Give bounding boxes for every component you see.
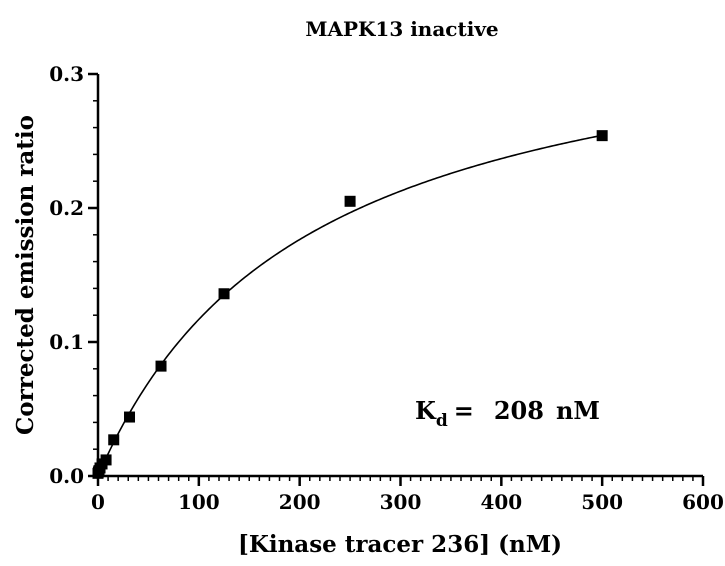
y-tick-label: 0.3 xyxy=(49,62,84,86)
kd-label: K xyxy=(415,396,437,425)
fit-curve xyxy=(97,134,603,477)
tick-labels: 0 100 200 300 400 500 600 0.0 0.1 0.2 0.3 xyxy=(49,62,724,514)
data-points xyxy=(92,130,608,479)
y-tick-label: 0.2 xyxy=(49,196,84,220)
x-tick-label: 500 xyxy=(581,490,623,514)
x-tick-label: 600 xyxy=(682,490,724,514)
kd-unit: nM xyxy=(556,396,600,425)
data-point xyxy=(124,411,136,423)
x-axis-label: [Kinase tracer 236] (nM) xyxy=(238,531,562,558)
data-point xyxy=(596,130,608,142)
x-tick-label: 300 xyxy=(380,490,422,514)
x-tick-label: 100 xyxy=(178,490,220,514)
chart-title: MAPK13 inactive xyxy=(305,17,498,41)
data-point xyxy=(344,195,356,207)
y-tick-label: 0.0 xyxy=(49,464,84,488)
x-tick-label: 0 xyxy=(91,490,105,514)
data-point xyxy=(155,360,167,372)
kd-subscript: d xyxy=(436,411,448,431)
x-tick-label: 400 xyxy=(480,490,522,514)
x-tick-label: 200 xyxy=(279,490,321,514)
kd-value: 208 xyxy=(494,396,544,425)
axes xyxy=(96,74,703,478)
tick-marks xyxy=(88,72,705,486)
data-point xyxy=(218,288,230,300)
data-point xyxy=(100,454,112,466)
y-tick-label: 0.1 xyxy=(49,330,84,354)
data-point xyxy=(108,434,120,446)
kd-annotation: Kd = 208 nM xyxy=(415,396,600,431)
y-axis-label: Corrected emission ratio xyxy=(12,115,39,435)
kd-equals: = xyxy=(454,396,474,425)
